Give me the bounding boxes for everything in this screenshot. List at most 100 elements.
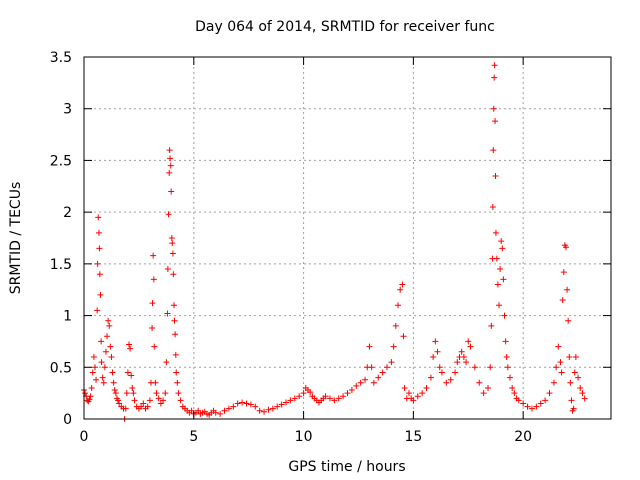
data-point	[124, 369, 131, 376]
data-point	[419, 390, 426, 397]
axis-ticks	[83, 56, 611, 420]
y-tick-label: 1	[63, 309, 72, 325]
data-point	[168, 235, 175, 241]
data-point	[138, 403, 145, 410]
x-axis-label: GPS time / hours	[288, 459, 405, 475]
data-point	[509, 384, 516, 391]
data-point	[500, 276, 507, 283]
data-point	[172, 331, 179, 338]
data-point	[128, 372, 135, 379]
data-point	[101, 364, 108, 371]
data-point	[362, 376, 369, 383]
data-point	[434, 348, 441, 355]
data-point	[503, 353, 510, 360]
data-point	[443, 379, 450, 386]
data-point	[261, 408, 268, 415]
data-point	[397, 286, 404, 293]
data-point	[575, 374, 582, 381]
y-tick-label: 3.5	[50, 50, 72, 66]
data-point	[553, 364, 560, 371]
data-point	[247, 401, 254, 408]
data-point	[511, 390, 518, 397]
data-point	[102, 348, 109, 355]
data-point	[348, 387, 355, 394]
data-point	[131, 397, 138, 404]
data-point	[167, 162, 174, 169]
data-point	[400, 333, 407, 340]
data-point	[283, 399, 290, 406]
data-point	[392, 322, 399, 329]
x-tick-label: 15	[404, 429, 422, 445]
data-point	[491, 74, 498, 81]
data-point	[150, 252, 157, 259]
y-tick-label: 2.5	[50, 153, 72, 169]
data-point	[88, 384, 95, 391]
data-point	[533, 403, 540, 410]
data-point	[174, 379, 181, 386]
data-point	[491, 62, 498, 69]
data-point	[230, 403, 237, 410]
data-point	[570, 405, 577, 412]
data-point	[217, 410, 224, 417]
data-point	[296, 393, 303, 400]
data-point	[375, 374, 382, 381]
data-point	[414, 393, 421, 400]
data-point	[307, 389, 314, 396]
data-point	[542, 397, 549, 404]
data-point	[164, 310, 171, 317]
data-point	[252, 403, 259, 410]
data-point	[96, 245, 103, 252]
plot-frame	[83, 56, 612, 420]
data-point	[160, 397, 167, 404]
data-point	[384, 364, 391, 371]
data-point	[150, 276, 157, 283]
data-point	[172, 351, 179, 358]
data-point	[300, 390, 307, 397]
data-point	[105, 317, 112, 324]
data-point	[110, 379, 117, 386]
data-point	[480, 390, 487, 397]
data-point	[90, 353, 97, 360]
data-point	[149, 300, 156, 307]
data-point	[93, 376, 100, 383]
y-axis-label: SRMTID / TECUs	[8, 182, 24, 295]
data-point	[550, 379, 557, 386]
data-point	[581, 395, 588, 402]
data-point	[557, 359, 564, 366]
data-point	[89, 369, 96, 376]
data-point	[506, 374, 513, 381]
data-point	[278, 401, 285, 408]
data-point	[410, 397, 417, 404]
data-point	[344, 390, 351, 397]
data-point	[122, 405, 129, 412]
data-point	[452, 369, 459, 376]
data-point	[502, 338, 509, 345]
data-point	[368, 364, 375, 371]
data-point	[107, 343, 114, 350]
data-point	[405, 390, 412, 397]
data-point	[476, 379, 483, 386]
data-point	[498, 238, 505, 245]
data-point	[167, 155, 174, 162]
data-point	[94, 307, 101, 314]
data-point	[579, 390, 586, 397]
data-point	[100, 379, 107, 386]
data-point	[82, 390, 89, 397]
data-point	[399, 281, 406, 288]
data-point	[564, 286, 571, 293]
data-point	[562, 244, 569, 251]
data-point	[485, 384, 492, 391]
data-point	[166, 169, 173, 176]
data-point	[490, 147, 497, 154]
data-point	[177, 397, 184, 404]
y-tick-label: 1.5	[50, 257, 72, 273]
data-point	[170, 271, 177, 278]
data-point	[239, 399, 246, 406]
data-point	[169, 250, 176, 257]
data-point	[430, 353, 437, 360]
data-point	[520, 400, 527, 407]
y-tick-label: 0.5	[50, 360, 72, 376]
data-point	[116, 400, 123, 407]
data-point	[438, 369, 445, 376]
data-point	[146, 397, 153, 404]
